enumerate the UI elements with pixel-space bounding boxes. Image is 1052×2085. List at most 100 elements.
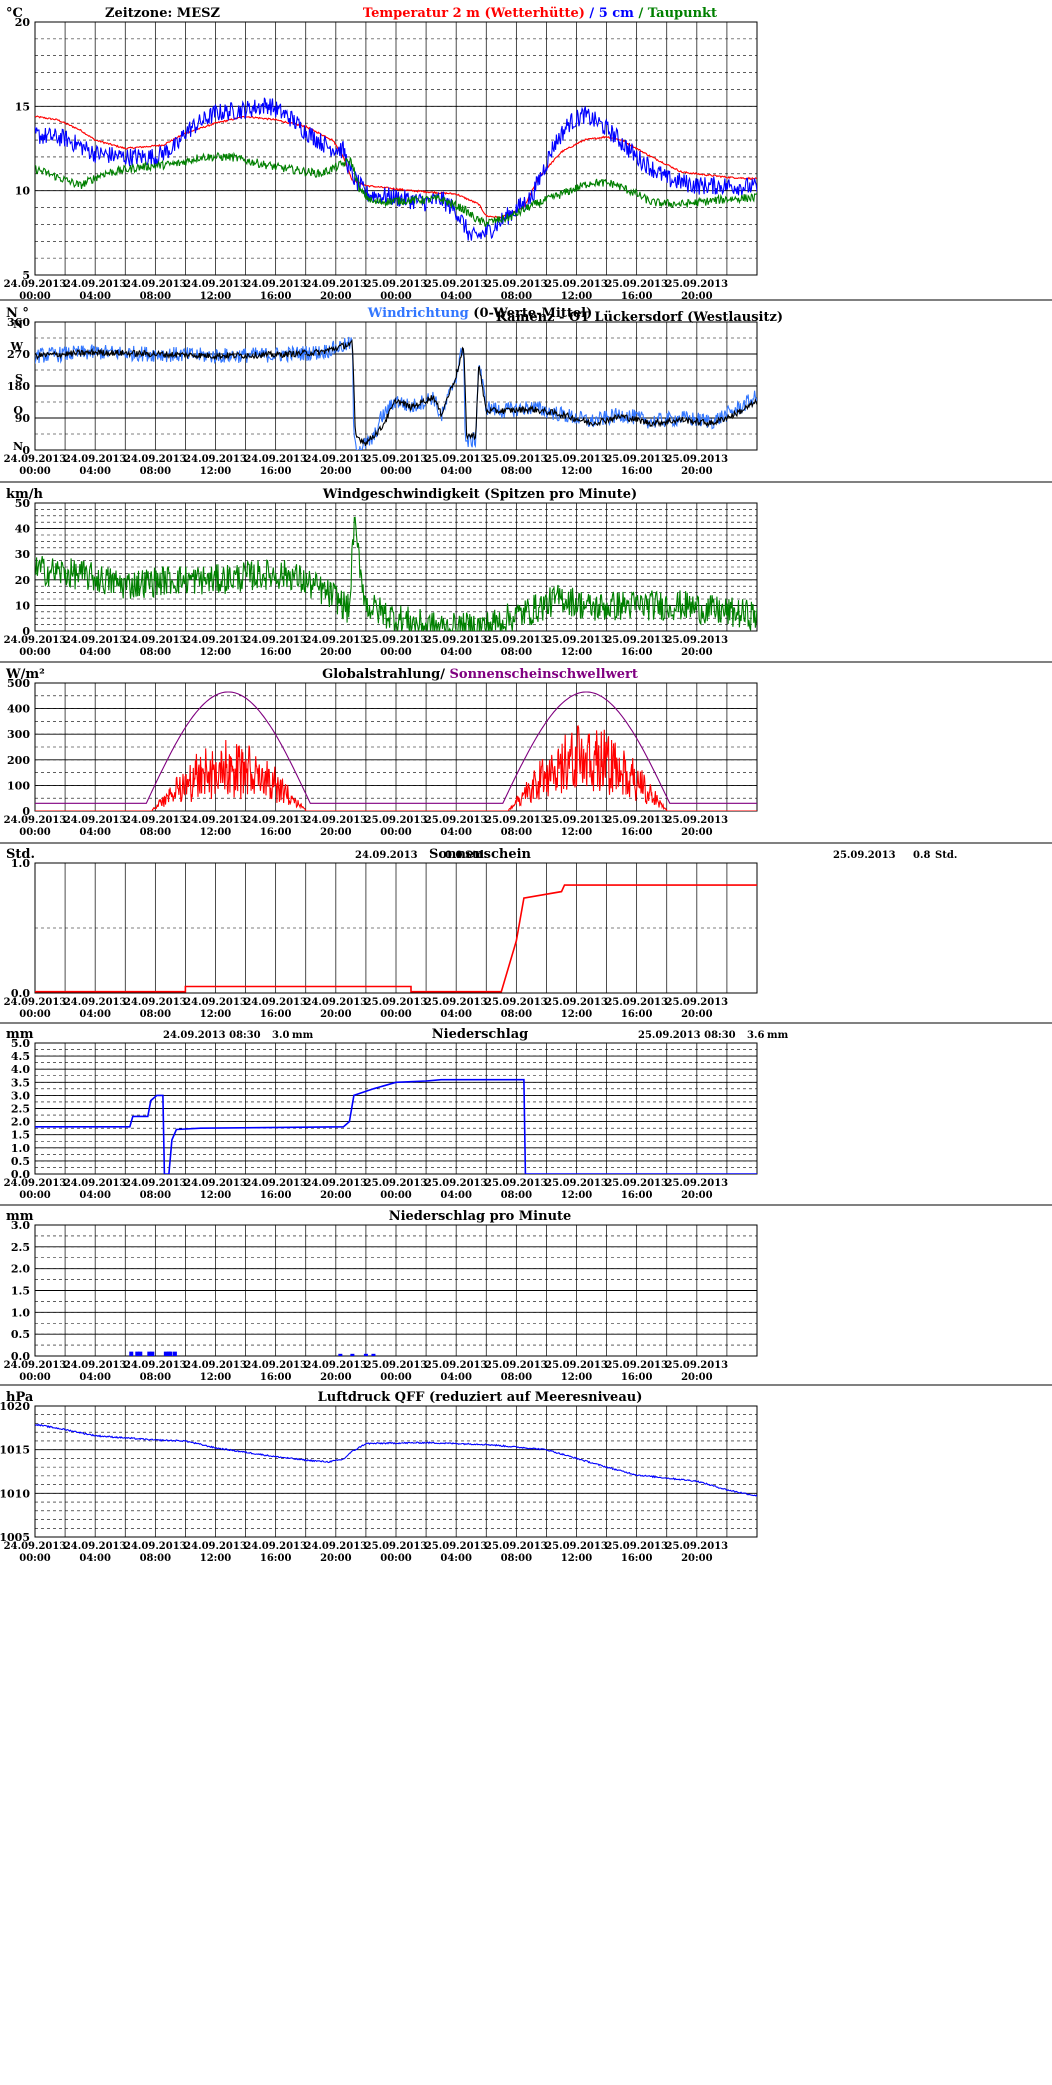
x-tick-date: 24.09.2013 xyxy=(244,997,307,1008)
x-tick-date: 24.09.2013 xyxy=(305,1360,368,1371)
y-tick-label: 30 xyxy=(15,548,31,561)
x-tick-time: 04:00 xyxy=(79,1553,111,1564)
series-line-2 xyxy=(35,151,757,227)
y-tick-label: 4.5 xyxy=(11,1050,30,1063)
x-tick-time: 12:00 xyxy=(200,827,232,838)
x-tick-time: 12:00 xyxy=(200,291,232,302)
x-tick-date: 24.09.2013 xyxy=(184,815,247,826)
x-tick-date: 25.09.2013 xyxy=(425,635,488,646)
x-tick-date: 25.09.2013 xyxy=(365,1178,428,1189)
y-tick-label: 3.0 xyxy=(11,1089,30,1102)
x-tick-time: 20:00 xyxy=(681,1009,713,1020)
x-tick-time: 08:00 xyxy=(140,1009,172,1020)
x-tick-time: 16:00 xyxy=(621,1553,653,1564)
title-part: Windgeschwindigkeit (Spitzen pro Minute) xyxy=(322,487,637,502)
x-tick-time: 04:00 xyxy=(79,827,111,838)
x-tick-time: 00:00 xyxy=(19,466,51,477)
plot-frame xyxy=(34,321,758,451)
x-tick-date: 24.09.2013 xyxy=(124,815,187,826)
x-tick-date: 25.09.2013 xyxy=(545,635,608,646)
rain-bar xyxy=(129,1351,134,1356)
annotation-date: 25.09.2013 08:30 xyxy=(638,1030,736,1041)
x-tick-date: 25.09.2013 xyxy=(666,1178,729,1189)
chart-title: Sonnenschein xyxy=(429,847,532,862)
panel-rainmin: 0.0 0.5 1.0 1.5 2.0 2.5 3.0mm Niederschlag pro … xyxy=(4,1209,758,1383)
x-tick-date: 25.09.2013 xyxy=(545,1178,608,1189)
timezone-label: Zeitzone: MESZ xyxy=(105,6,220,21)
x-tick-time: 00:00 xyxy=(19,647,51,658)
x-tick-time: 04:00 xyxy=(79,1009,111,1020)
x-tick-date: 24.09.2013 xyxy=(244,1178,307,1189)
x-tick-time: 08:00 xyxy=(501,291,533,302)
x-tick-date: 25.09.2013 xyxy=(666,454,729,465)
x-tick-date: 24.09.2013 xyxy=(244,815,307,826)
x-tick-time: 08:00 xyxy=(501,827,533,838)
x-tick-date: 24.09.2013 xyxy=(184,1541,247,1552)
annotation-unit: Std. xyxy=(465,850,487,861)
y-tick-label: 400 xyxy=(7,703,30,716)
x-tick-time: 08:00 xyxy=(140,827,172,838)
x-tick-time: 16:00 xyxy=(621,1190,653,1201)
x-tick-time: 00:00 xyxy=(19,291,51,302)
y-tick-label: 500 xyxy=(7,677,30,690)
y-tick-label: 1.0 xyxy=(11,1142,30,1155)
x-tick-time: 04:00 xyxy=(79,1372,111,1383)
x-tick-time: 04:00 xyxy=(440,1190,472,1201)
unit-label: W/m² xyxy=(5,667,45,682)
x-tick-date: 25.09.2013 xyxy=(605,1360,668,1371)
x-tick-date: 25.09.2013 xyxy=(605,1541,668,1552)
plot-frame xyxy=(34,862,758,994)
rain-bar xyxy=(138,1351,143,1356)
x-tick-date: 25.09.2013 xyxy=(365,279,428,290)
y-tick-label: 1020 xyxy=(0,1400,30,1413)
x-tick-date: 25.09.2013 xyxy=(605,279,668,290)
x-tick-time: 04:00 xyxy=(440,1553,472,1564)
x-tick-date: 25.09.2013 xyxy=(425,997,488,1008)
x-tick-date: 25.09.2013 xyxy=(365,454,428,465)
y-tick-label: 10 xyxy=(15,185,31,198)
y-tick-label: 0.5 xyxy=(11,1328,30,1341)
title-part: Niederschlag xyxy=(432,1027,528,1042)
x-tick-time: 12:00 xyxy=(200,1009,232,1020)
x-tick-time: 20:00 xyxy=(681,291,713,302)
plot-frame xyxy=(34,1042,758,1175)
x-tick-time: 00:00 xyxy=(380,1190,412,1201)
unit-label: km/h xyxy=(6,487,44,502)
x-tick-date: 25.09.2013 xyxy=(365,1360,428,1371)
compass-letter: N xyxy=(13,318,23,331)
y-tick-label: 5 xyxy=(22,269,30,282)
x-tick-date: 24.09.2013 xyxy=(4,997,67,1008)
x-tick-time: 04:00 xyxy=(440,1009,472,1020)
compass-letter: W xyxy=(10,340,24,353)
unit-label: Std. xyxy=(6,847,35,862)
y-tick-label: 2.0 xyxy=(11,1116,30,1129)
y-tick-label: 1.0 xyxy=(11,857,30,870)
y-tick-label: 0 xyxy=(22,444,30,457)
x-tick-date: 24.09.2013 xyxy=(184,1178,247,1189)
rain-bar xyxy=(338,1353,343,1356)
title-part: Niederschlag pro Minute xyxy=(389,1209,572,1224)
x-tick-date: 25.09.2013 xyxy=(485,454,548,465)
x-tick-date: 25.09.2013 xyxy=(365,815,428,826)
x-tick-time: 12:00 xyxy=(200,1190,232,1201)
y-tick-label: 1005 xyxy=(0,1531,30,1544)
chart-title: Windgeschwindigkeit (Spitzen pro Minute) xyxy=(322,487,637,502)
unit-label: °C xyxy=(6,6,23,21)
x-tick-date: 25.09.2013 xyxy=(666,997,729,1008)
rain-bar xyxy=(147,1351,152,1356)
y-tick-label: 200 xyxy=(7,754,30,767)
x-tick-date: 25.09.2013 xyxy=(365,635,428,646)
x-tick-date: 24.09.2013 xyxy=(305,454,368,465)
x-tick-date: 25.09.2013 xyxy=(666,635,729,646)
x-tick-date: 24.09.2013 xyxy=(64,1541,127,1552)
rain-bar xyxy=(363,1353,368,1356)
plot-frame xyxy=(34,1405,758,1538)
y-tick-label: 300 xyxy=(7,728,30,741)
annotation-value: 3.6 xyxy=(747,1030,764,1041)
x-tick-time: 04:00 xyxy=(79,647,111,658)
y-tick-label: 2.5 xyxy=(11,1103,30,1116)
title-part: (0-Werte-Mittel) xyxy=(469,306,592,321)
